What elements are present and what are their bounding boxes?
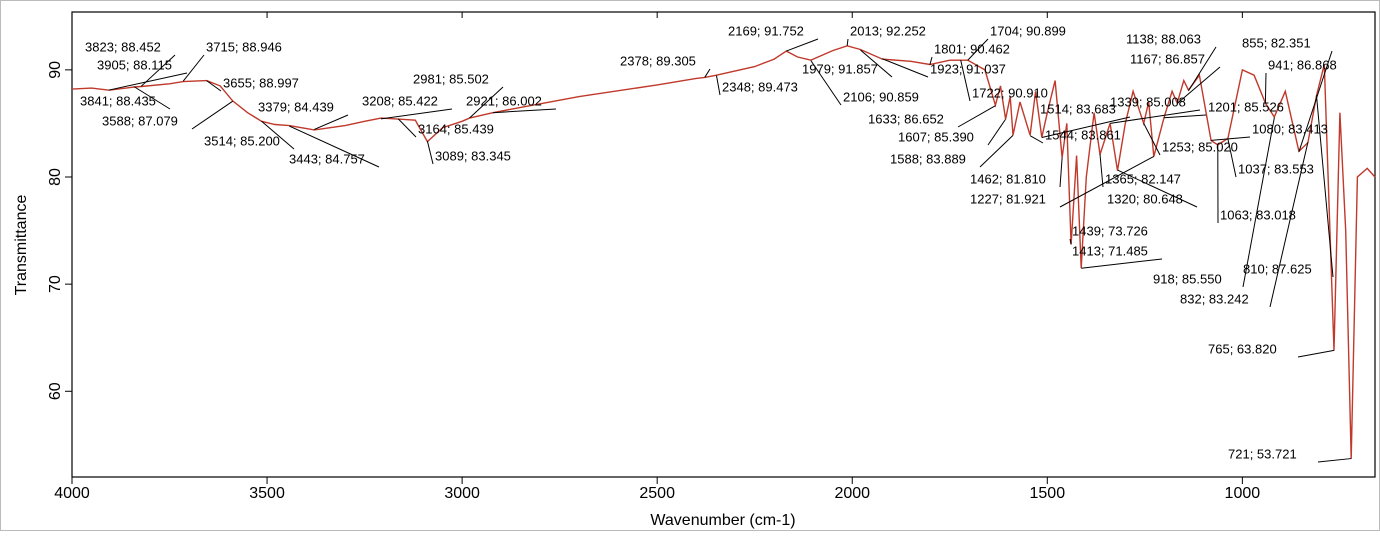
peak-label: 3164; 85.439: [418, 121, 494, 136]
peak-label: 3089; 83.345: [435, 148, 511, 163]
peak-label: 1253; 85.020: [1162, 139, 1238, 154]
peak-label: 721; 53.721: [1228, 446, 1297, 461]
peak-label: 1227; 81.921: [970, 191, 1046, 206]
peak-label: 3715; 88.946: [206, 39, 282, 54]
y-tick-label: 70: [47, 275, 64, 293]
peak-label: 3588; 87.079: [102, 113, 178, 128]
x-tick-label: 4000: [54, 485, 90, 502]
peak-label: 832; 83.242: [1180, 291, 1249, 306]
peak-label: 1138; 88.063: [1126, 31, 1201, 46]
peak-label: 1063; 83.018: [1220, 207, 1296, 222]
x-tick-label: 1000: [1225, 485, 1261, 502]
peak-label: 1801; 90.462: [934, 41, 1010, 56]
peak-label: 2921; 86.002: [466, 93, 542, 108]
x-tick-label: 3500: [249, 485, 285, 502]
peak-label: 1439; 73.726: [1072, 223, 1148, 238]
peak-label: 918; 85.550: [1153, 271, 1222, 286]
peak-label: 855; 82.351: [1242, 35, 1311, 50]
y-tick-label: 80: [47, 168, 64, 186]
peak-label: 2378; 89.305: [620, 53, 696, 68]
peak-label: 3655; 88.997: [223, 75, 299, 90]
peak-label: 1588; 83.889: [890, 151, 966, 166]
x-tick-label: 1500: [1030, 485, 1066, 502]
peak-label: 1320; 80.648: [1107, 191, 1183, 206]
peak-label: 2013; 92.252: [850, 23, 926, 38]
peak-label: 1607; 85.390: [898, 129, 974, 144]
x-axis-title: Wavenumber (cm-1): [650, 512, 795, 529]
peak-label: 1923; 91.037: [930, 61, 1006, 76]
x-tick-label: 2000: [834, 485, 870, 502]
peak-label: 3443; 84.757: [289, 151, 365, 166]
peak-label: 941; 86.868: [1268, 57, 1337, 72]
peak-label: 2348; 89.473: [722, 79, 798, 94]
peak-label: 3823; 88.452: [85, 39, 161, 54]
peak-label: 1544; 83.861: [1045, 127, 1121, 142]
peak-label: 3208; 85.422: [362, 93, 438, 108]
peak-label: 1201; 85.526: [1208, 99, 1284, 114]
peak-label: 1413; 71.485: [1072, 243, 1148, 258]
peak-label: 1365; 82.147: [1105, 171, 1181, 186]
y-tick-label: 60: [47, 382, 64, 400]
peak-label: 1339; 85.008: [1110, 94, 1186, 109]
peak-label: 3379; 84.439: [258, 99, 334, 114]
x-tick-label: 2500: [639, 485, 675, 502]
y-axis-title: Transmittance: [13, 195, 30, 296]
peak-label: 765; 63.820: [1208, 341, 1277, 356]
peak-label: 1080; 83.413: [1252, 121, 1328, 136]
y-tick-label: 90: [47, 61, 64, 79]
peak-label: 2981; 85.502: [413, 71, 489, 86]
peak-label: 3905; 88.115: [97, 57, 172, 72]
peak-label: 1722; 90.910: [972, 85, 1048, 100]
peak-label: 1704; 90.899: [990, 23, 1066, 38]
x-tick-label: 3000: [444, 485, 480, 502]
peak-label: 2106; 90.859: [843, 89, 919, 104]
peak-label: 1462; 81.810: [970, 171, 1046, 186]
peak-label: 3514; 85.200: [204, 133, 280, 148]
peak-label: 1633; 86.652: [868, 111, 944, 126]
peak-label: 1514; 83.683: [1040, 101, 1116, 116]
peak-label: 3841; 88.435: [80, 93, 156, 108]
peak-label: 2169; 91.752: [728, 23, 804, 38]
peak-label: 1167; 86.857: [1130, 51, 1205, 66]
